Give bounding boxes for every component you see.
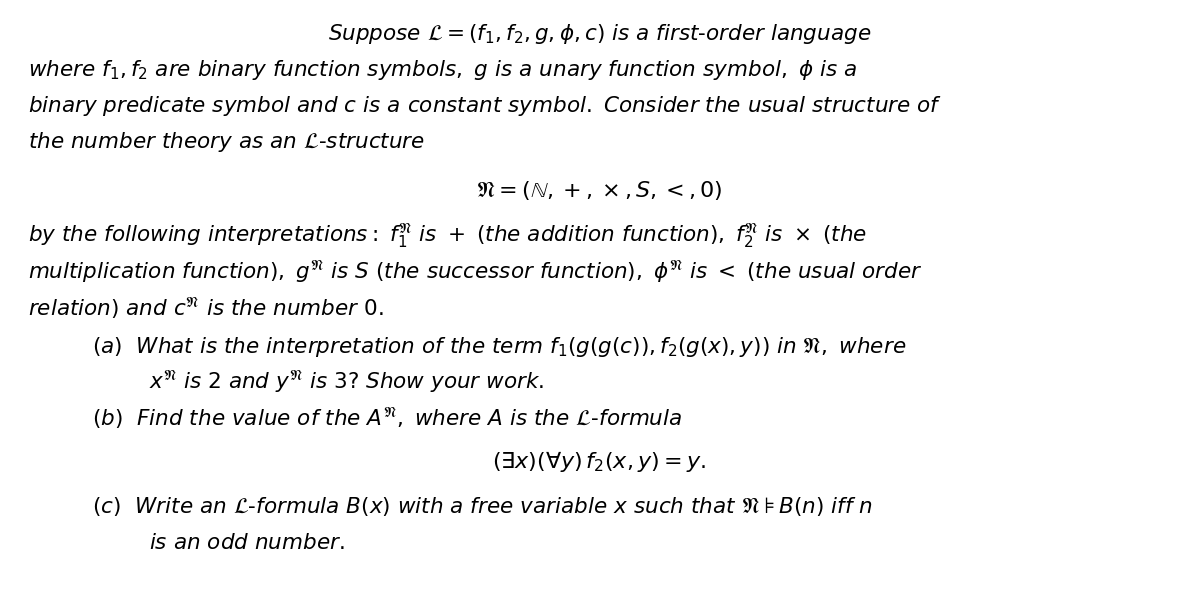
Text: $(\exists x)(\forall y)\, f_2(x, y) = y.$: $(\exists x)(\forall y)\, f_2(x, y) = y.… [492, 449, 707, 474]
Text: $\mathit{is\ an\ odd\ number.}$: $\mathit{is\ an\ odd\ number.}$ [149, 532, 344, 554]
Text: $\mathit{by\ the\ following\ interpretations:\ }f_1^\mathfrak{N}\mathit{\ is\ }+: $\mathit{by\ the\ following\ interpretat… [29, 221, 868, 250]
Text: $\mathit{the\ number\ theory\ as\ an\ }\mathcal{L}\mathit{\text{-}structure}$: $\mathit{the\ number\ theory\ as\ an\ }\… [29, 131, 425, 155]
Text: $\mathit{binary\ predicate\ symbol\ and\ c\ is\ a\ constant\ symbol.\ Consider\ : $\mathit{binary\ predicate\ symbol\ and\… [29, 94, 942, 118]
Text: $\mathfrak{N} = (\mathbb{N}, +, \times, S, <, 0)$: $\mathfrak{N} = (\mathbb{N}, +, \times, … [476, 179, 722, 202]
Text: $\mathit{(b)\ \ Find\ the\ value\ of\ the\ }A^\mathfrak{N}\mathit{,\ where\ }A\m: $\mathit{(b)\ \ Find\ the\ value\ of\ th… [92, 405, 683, 431]
Text: $x^\mathfrak{N}\mathit{\ is\ 2\ and\ }y^\mathfrak{N}\mathit{\ is\ 3?\ Show\ your: $x^\mathfrak{N}\mathit{\ is\ 2\ and\ }y^… [149, 368, 545, 395]
Text: $\mathit{where\ f_1, f_2\ are\ binary\ function\ symbols,\ g\ is\ a\ unary\ func: $\mathit{where\ f_1, f_2\ are\ binary\ f… [29, 58, 858, 82]
Text: $\mathit{(c)\ \ Write\ an\ }\mathcal{L}\mathit{\text{-}formula\ }B(x)\mathit{\ w: $\mathit{(c)\ \ Write\ an\ }\mathcal{L}\… [92, 495, 874, 518]
Text: $\mathit{relation)\ and\ }c^\mathfrak{N}\mathit{\ is\ the\ number\ }0\mathit{.}$: $\mathit{relation)\ and\ }c^\mathfrak{N}… [29, 295, 384, 321]
Text: $\mathit{Suppose}\ \mathcal{L} = (f_1, f_2, g, \phi, c)\ \mathit{is\ a\ first\te: $\mathit{Suppose}\ \mathcal{L} = (f_1, f… [328, 22, 871, 46]
Text: $\mathit{(a)\ \ What\ is\ the\ interpretation\ of\ the\ term\ }f_1(g(g(c)), f_2(: $\mathit{(a)\ \ What\ is\ the\ interpret… [92, 335, 906, 359]
Text: $\mathit{multiplication\ function),\ }g^\mathfrak{N}\mathit{\ is\ S\ (the\ succe: $\mathit{multiplication\ function),\ }g^… [29, 259, 923, 285]
